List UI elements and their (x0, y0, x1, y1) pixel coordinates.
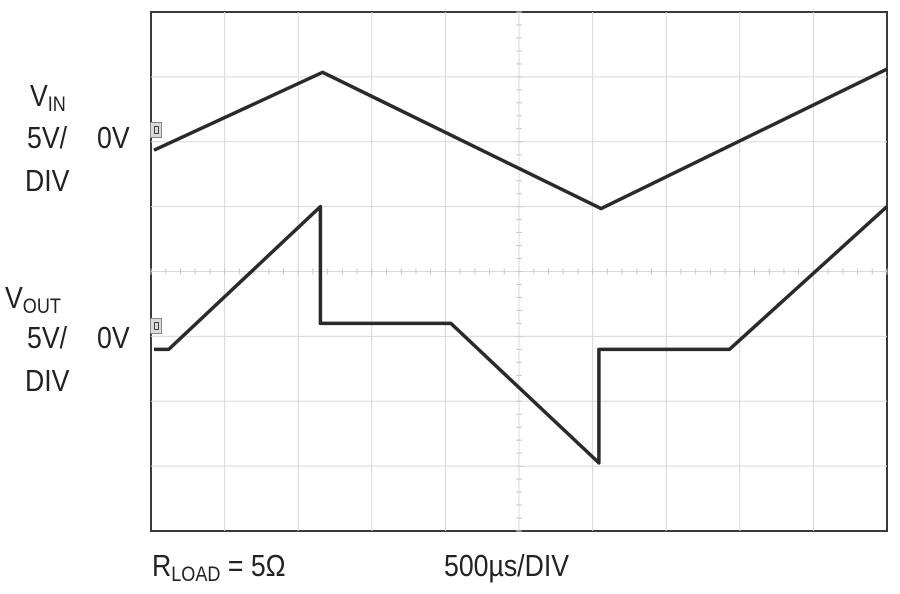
graticule (150, 11, 888, 532)
vin-zero-label: 0V (97, 120, 130, 155)
vout-scale-label: 5V/ (27, 320, 68, 355)
vin-ground-marker (150, 122, 162, 138)
trace-vin (153, 67, 888, 211)
vin-scale-label: 5V/ (27, 120, 68, 155)
vout-div-label: DIV (25, 363, 70, 398)
trace-vout (154, 204, 889, 465)
vin-div-label: DIV (25, 163, 70, 198)
load-label: RLOAD = 5Ω (152, 548, 286, 586)
vout-zero-label: 0V (97, 320, 130, 355)
vout-ground-marker (150, 318, 162, 334)
vin-label: VIN (30, 78, 66, 116)
vout-label: VOUT (5, 280, 61, 318)
timebase-label: 500µs/DIV (444, 548, 570, 583)
traces (153, 67, 889, 465)
